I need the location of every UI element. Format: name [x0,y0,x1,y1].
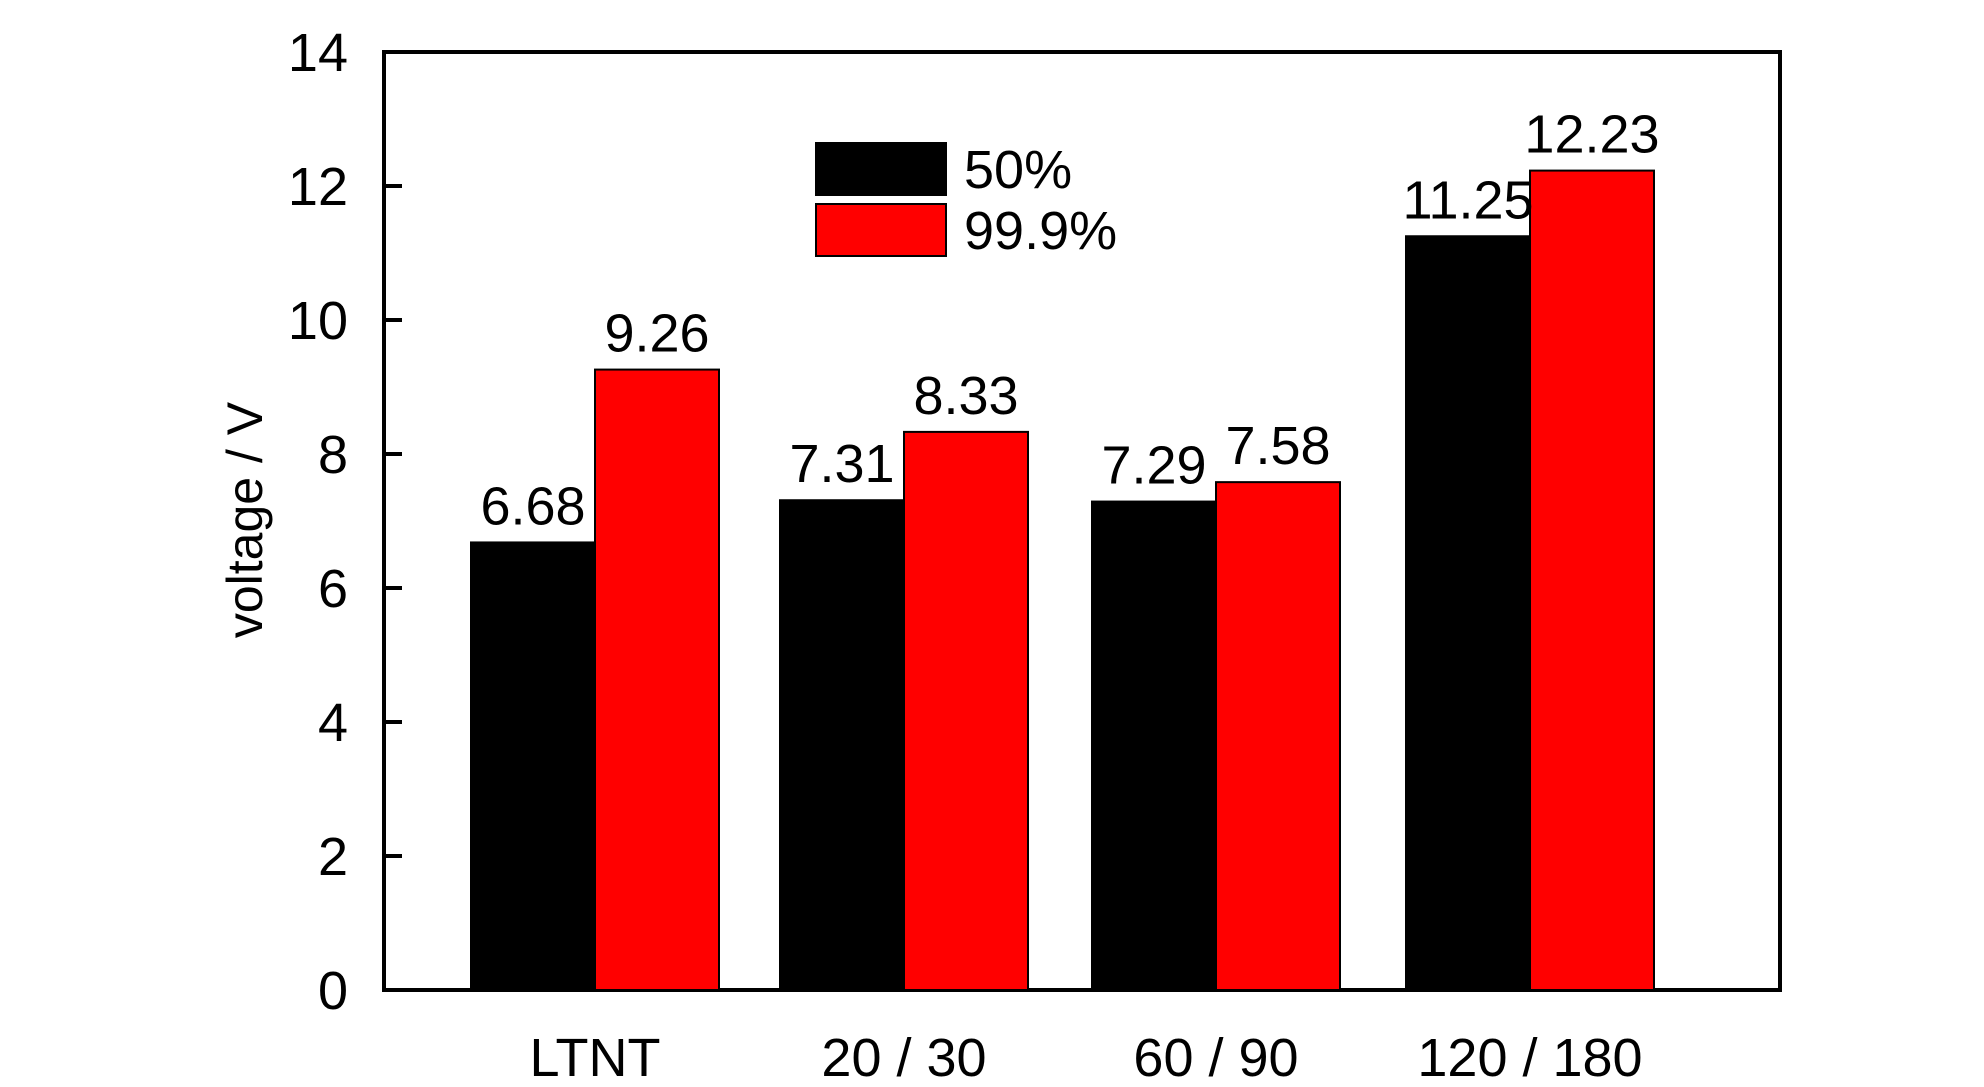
x-category-label: LTNT [530,1028,661,1087]
data-labels: 6.68 7.31 7.29 11.25 9.26 8.33 7.58 12.23 [480,105,1659,537]
y-tick-label: 12 [288,157,348,217]
data-label: 7.58 [1225,416,1330,476]
data-label: 12.23 [1524,105,1659,165]
x-category-label: 60 / 90 [1133,1028,1298,1087]
y-axis-ticks: 0 2 4 6 8 10 12 14 [288,23,402,1021]
data-label: 9.26 [604,304,709,364]
data-label: 7.31 [789,434,894,494]
y-tick-label: 4 [318,693,348,753]
bar-series-99-9-1 [903,430,1029,991]
legend-label: 50% [964,140,1072,200]
bar-series-99-9-3 [1529,169,1655,991]
y-axis-title: voltage / V [217,401,273,638]
x-category-label: 120 / 180 [1417,1028,1642,1087]
bar-series-50-1 [779,499,905,991]
data-label: 11.25 [1402,170,1533,230]
bar-series-50-2 [1091,500,1217,991]
plot-frame [382,50,1782,992]
bar-series-50-0 [470,541,596,991]
data-label: 8.33 [913,366,1018,426]
x-axis-categories: LTNT 20 / 30 60 / 90 120 / 180 [530,1028,1643,1087]
y-tick-label: 14 [288,23,348,83]
bar-series-99-9-0 [594,368,720,991]
bar-series-99-9-2 [1215,481,1341,991]
legend-swatch [815,203,947,257]
y-tick-label: 6 [318,559,348,619]
data-label: 7.29 [1101,436,1206,496]
bar-series-50-3 [1405,235,1531,991]
y-tick-label: 10 [288,291,348,351]
x-category-label: 20 / 30 [821,1028,986,1087]
data-label: 6.68 [480,476,585,536]
legend-swatch [815,142,947,196]
y-tick-label: 8 [318,425,348,485]
legend-label: 99.9% [964,201,1117,261]
legend: 50%99.9% [815,140,1117,261]
y-tick-label: 2 [318,827,348,887]
bars-group [470,169,1655,991]
y-tick-label: 0 [318,961,348,1021]
